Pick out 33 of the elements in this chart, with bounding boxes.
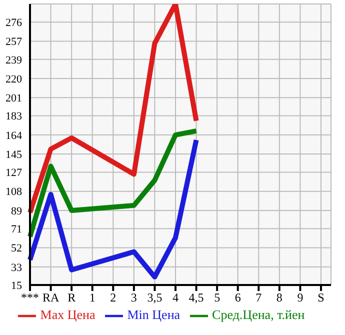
y-tick-label: 201: [6, 92, 22, 105]
x-tick-label: 6: [234, 290, 241, 305]
x-tick-label: 8: [276, 290, 282, 305]
y-tick-label: 71: [11, 223, 22, 236]
x-tick-label: 1: [89, 290, 96, 305]
y-tick-label: 15: [11, 280, 22, 292]
x-tick-label: 3: [130, 290, 137, 305]
y-tick-label: 33: [11, 262, 22, 274]
y-tick-label: 239: [6, 54, 22, 66]
x-tick-label: 3,5: [147, 290, 162, 305]
y-tick-label: 108: [6, 186, 22, 198]
y-tick-label: 276: [6, 17, 22, 30]
x-tick-label: 2: [110, 290, 116, 305]
y-tick-label: 183: [6, 110, 22, 123]
y-tick-label: 164: [6, 130, 22, 142]
legend-label: Min Цена: [127, 306, 180, 322]
y-tick-label: 89: [11, 205, 22, 218]
x-tick-label: 9: [297, 290, 304, 305]
x-tick-label: ***: [21, 290, 39, 305]
y-tick-label: 127: [6, 167, 22, 180]
y-tick-label: 257: [6, 36, 22, 48]
legend-label: Max Цена: [40, 306, 96, 322]
x-tick-label: R: [68, 290, 76, 305]
legend-label: Сред.Цена, т.йен: [212, 306, 305, 322]
x-tick-label: 4: [172, 290, 178, 305]
x-tick-label: 7: [256, 290, 262, 305]
y-tick-label: 220: [6, 73, 22, 86]
x-tick-label: RA: [42, 290, 60, 305]
y-tick-label: 52: [11, 242, 22, 255]
y-tick-label: 145: [6, 148, 22, 161]
x-tick-label: 5: [214, 290, 220, 305]
x-tick-label: 4,5: [188, 290, 204, 305]
x-tick-label: S: [318, 290, 324, 305]
